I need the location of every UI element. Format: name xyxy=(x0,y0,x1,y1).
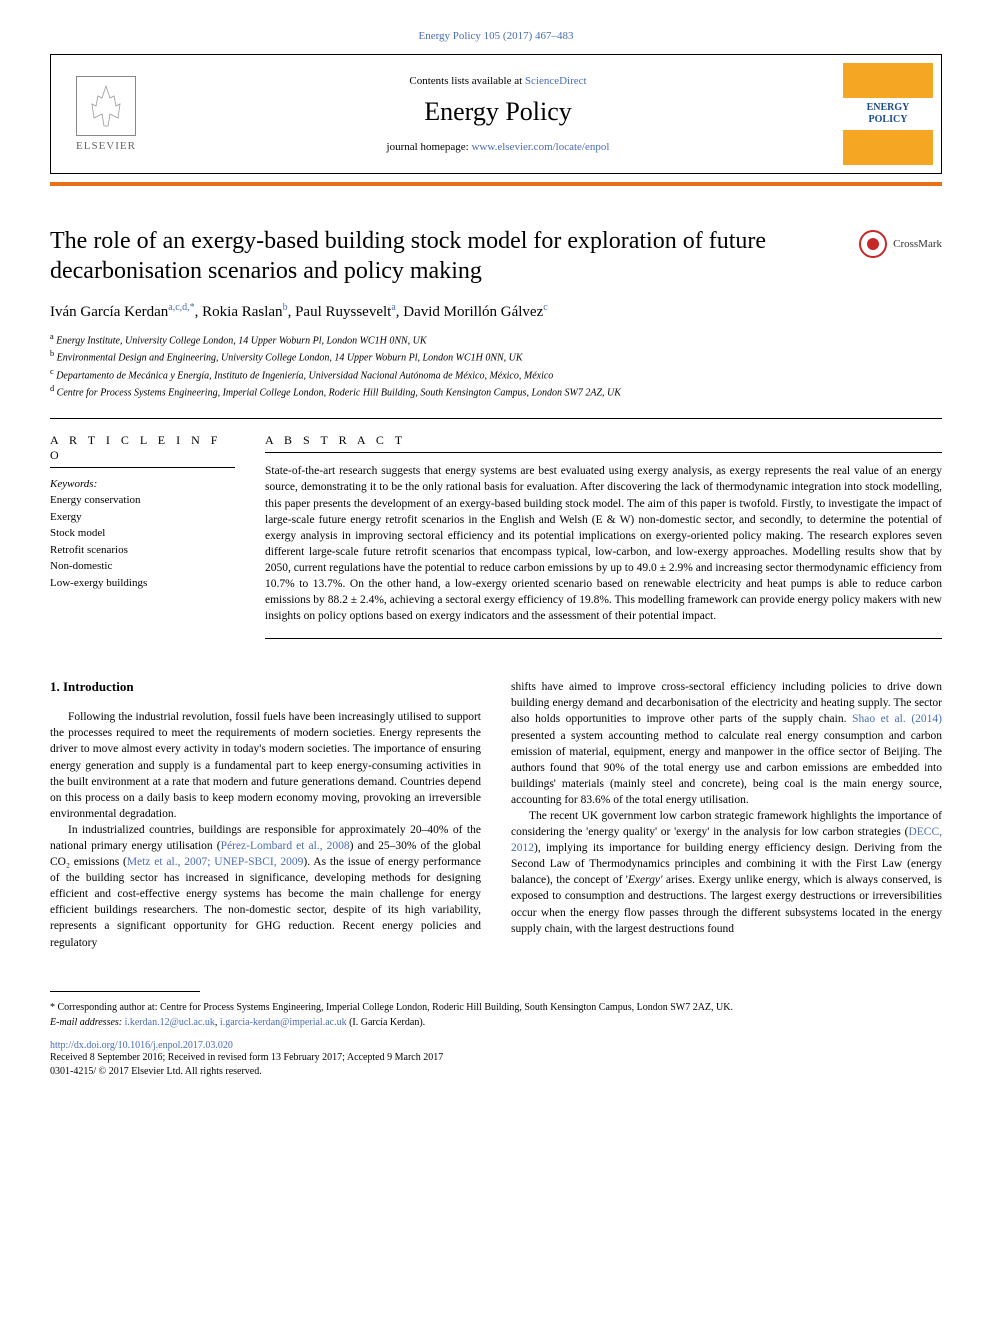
affiliation-c: Departamento de Mecánica y Energía, Inst… xyxy=(56,370,553,381)
abstract-text: State-of-the-art research suggests that … xyxy=(265,463,942,624)
elsevier-tree-icon xyxy=(76,76,136,136)
keyword: Exergy xyxy=(50,509,235,526)
homepage-prefix: journal homepage: xyxy=(387,141,472,153)
email-label: E-mail addresses: xyxy=(50,1017,125,1028)
keyword: Stock model xyxy=(50,525,235,542)
body-col-right: shifts have aimed to improve cross-secto… xyxy=(511,679,942,950)
keywords-list: Energy conservation Exergy Stock model R… xyxy=(50,492,235,591)
keyword: Non-domestic xyxy=(50,558,235,575)
contents-line: Contents lists available at ScienceDirec… xyxy=(409,75,586,87)
author-3: , Paul Ruyssevelt xyxy=(288,304,392,320)
title-row: The role of an exergy-based building sto… xyxy=(50,226,942,286)
homepage-link[interactable]: www.elsevier.com/locate/enpol xyxy=(471,141,609,153)
ref-perez-lombard[interactable]: Pérez-Lombard et al., 2008 xyxy=(221,840,350,852)
body-p1: Following the industrial revolution, fos… xyxy=(50,709,481,822)
authors: Iván García Kerdana,c,d,*, Rokia Raslanb… xyxy=(50,302,942,321)
journal-ref-link[interactable]: Energy Policy 105 (2017) 467–483 xyxy=(418,30,573,42)
doi-line: http://dx.doi.org/10.1016/j.enpol.2017.0… xyxy=(50,1040,942,1051)
section-1-heading: 1. Introduction xyxy=(50,679,481,695)
copyright-line: 0301-4215/ © 2017 Elsevier Ltd. All righ… xyxy=(50,1065,942,1079)
body-col-left: 1. Introduction Following the industrial… xyxy=(50,679,481,950)
mini-divider xyxy=(50,467,235,468)
email-1[interactable]: i.kerdan.12@ucl.ac.uk xyxy=(125,1017,215,1028)
article-info-heading: A R T I C L E I N F O xyxy=(50,433,235,463)
affiliation-d: Centre for Process Systems Engineering, … xyxy=(57,387,621,398)
body-p3: shifts have aimed to improve cross-secto… xyxy=(511,679,942,808)
author-2: , Rokia Raslan xyxy=(195,304,283,320)
email-2[interactable]: i.garcia-kerdan@imperial.ac.uk xyxy=(220,1017,347,1028)
abstract-col: A B S T R A C T State-of-the-art researc… xyxy=(265,433,942,649)
crossmark-badge[interactable]: CrossMark xyxy=(859,230,942,258)
body-p4: The recent UK government low carbon stra… xyxy=(511,808,942,937)
doi-link[interactable]: http://dx.doi.org/10.1016/j.enpol.2017.0… xyxy=(50,1040,233,1051)
mini-divider xyxy=(265,638,942,639)
mini-divider xyxy=(265,452,942,453)
article-info-col: A R T I C L E I N F O Keywords: Energy c… xyxy=(50,433,235,649)
crossmark-text: CrossMark xyxy=(893,238,942,250)
header-center: Contents lists available at ScienceDirec… xyxy=(161,55,835,173)
author-1-sup[interactable]: a,c,d,* xyxy=(168,302,194,313)
abstract-heading: A B S T R A C T xyxy=(265,433,942,448)
keyword: Retrofit scenarios xyxy=(50,542,235,559)
journal-cover-text: ENERGY POLICY xyxy=(843,98,933,130)
affiliations: a Energy Institute, University College L… xyxy=(50,331,942,400)
body-columns: 1. Introduction Following the industrial… xyxy=(50,679,942,950)
elsevier-text: ELSEVIER xyxy=(76,140,136,152)
info-abstract-row: A R T I C L E I N F O Keywords: Energy c… xyxy=(50,433,942,649)
received-line: Received 8 September 2016; Received in r… xyxy=(50,1051,942,1065)
crossmark-icon xyxy=(859,230,887,258)
footer: * Corresponding author at: Centre for Pr… xyxy=(50,1000,942,1030)
ref-metz[interactable]: Metz et al., 2007; UNEP-SBCI, 2009 xyxy=(127,856,304,868)
body-p2: In industrialized countries, buildings a… xyxy=(50,822,481,951)
journal-cover[interactable]: ENERGY POLICY xyxy=(843,63,933,165)
affiliation-a: Energy Institute, University College Lon… xyxy=(56,335,426,346)
ref-shao[interactable]: Shao et al. (2014) xyxy=(852,713,942,725)
sciencedirect-link[interactable]: ScienceDirect xyxy=(525,75,587,87)
contents-prefix: Contents lists available at xyxy=(409,75,524,87)
author-1: Iván García Kerdan xyxy=(50,304,168,320)
journal-reference: Energy Policy 105 (2017) 467–483 xyxy=(50,30,942,42)
elsevier-logo[interactable]: ELSEVIER xyxy=(51,55,161,173)
keyword: Energy conservation xyxy=(50,492,235,509)
journal-header-box: ELSEVIER Contents lists available at Sci… xyxy=(50,54,942,174)
divider xyxy=(50,418,942,419)
orange-bar xyxy=(50,182,942,186)
corresponding-author: * Corresponding author at: Centre for Pr… xyxy=(50,1000,942,1015)
article-title: The role of an exergy-based building sto… xyxy=(50,226,839,286)
footer-divider xyxy=(50,991,200,992)
homepage-line: journal homepage: www.elsevier.com/locat… xyxy=(387,141,610,153)
keywords-label: Keywords: xyxy=(50,478,235,490)
journal-name: Energy Policy xyxy=(424,97,572,127)
author-4-sup[interactable]: c xyxy=(543,302,547,313)
affiliation-b: Environmental Design and Engineering, Un… xyxy=(57,353,523,364)
author-4: , David Morillón Gálvez xyxy=(396,304,543,320)
keyword: Low-exergy buildings xyxy=(50,575,235,592)
